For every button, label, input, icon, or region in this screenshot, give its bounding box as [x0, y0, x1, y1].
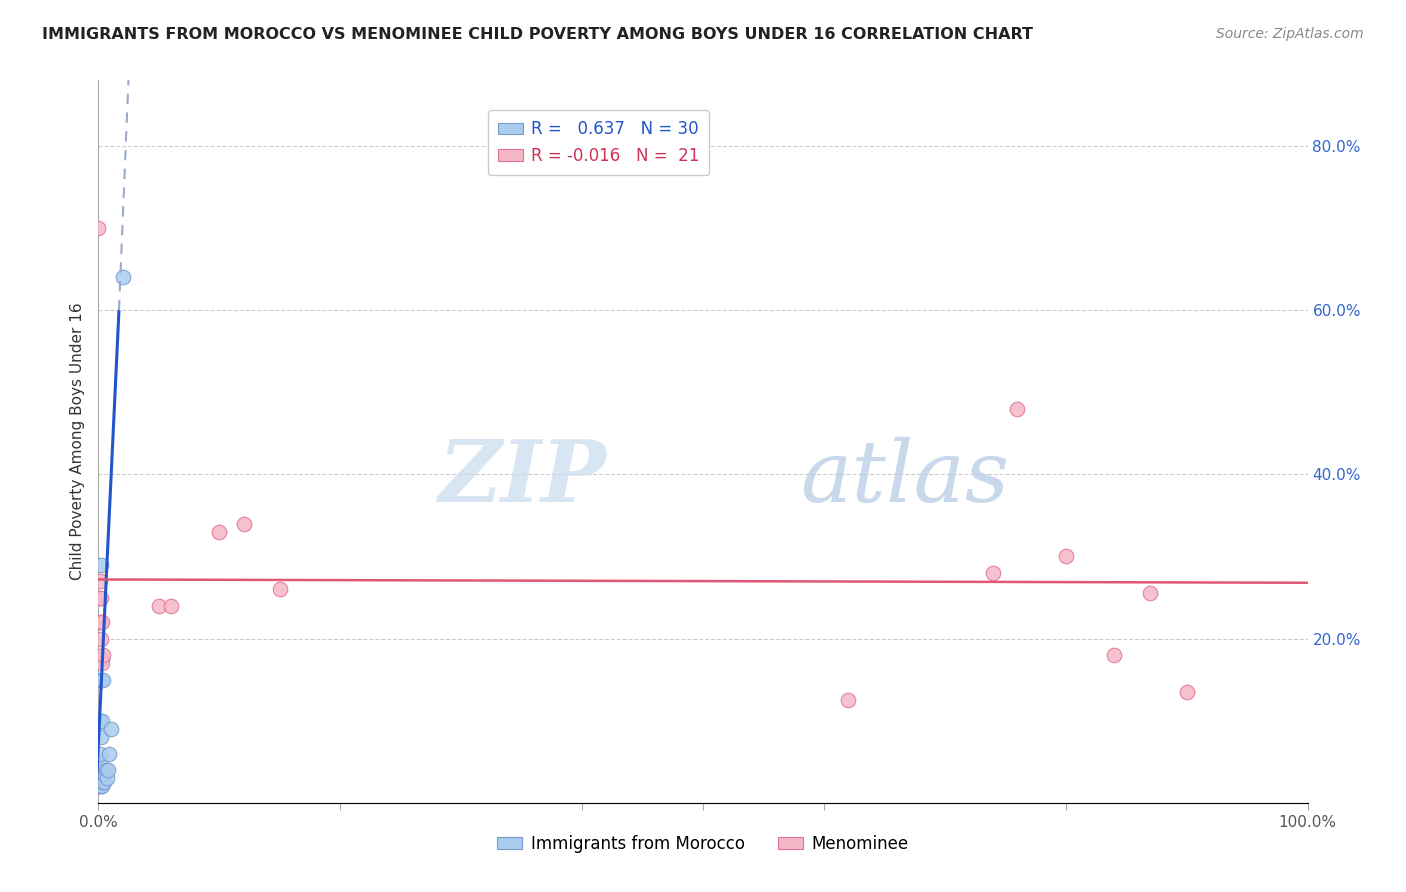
Text: IMMIGRANTS FROM MOROCCO VS MENOMINEE CHILD POVERTY AMONG BOYS UNDER 16 CORRELATI: IMMIGRANTS FROM MOROCCO VS MENOMINEE CHI…	[42, 27, 1033, 42]
Point	[91, 714, 114, 728]
Point	[90, 632, 112, 646]
Point	[90, 673, 112, 687]
Point	[1175, 685, 1198, 699]
Point	[91, 657, 114, 671]
Point	[96, 771, 118, 785]
Point	[90, 730, 112, 744]
Point	[1102, 648, 1125, 662]
Point	[97, 763, 120, 777]
Point	[91, 652, 114, 666]
Point	[91, 771, 114, 785]
Point	[89, 591, 111, 605]
Point	[89, 755, 111, 769]
Y-axis label: Child Poverty Among Boys Under 16: Child Poverty Among Boys Under 16	[69, 302, 84, 581]
Point	[89, 775, 111, 789]
Text: atlas: atlas	[800, 436, 1010, 519]
Text: Source: ZipAtlas.com: Source: ZipAtlas.com	[1216, 27, 1364, 41]
Point	[89, 615, 111, 630]
Point	[89, 763, 111, 777]
Point	[269, 582, 291, 597]
Point	[87, 221, 110, 235]
Point	[91, 780, 114, 794]
Point	[160, 599, 183, 613]
Point	[90, 778, 112, 792]
Point	[208, 524, 231, 539]
Point	[111, 270, 134, 285]
Point	[90, 558, 112, 572]
Point	[89, 574, 111, 588]
Point	[87, 775, 110, 789]
Point	[93, 775, 115, 789]
Point	[90, 780, 112, 794]
Point	[89, 747, 111, 761]
Point	[148, 599, 170, 613]
Point	[87, 780, 110, 794]
Point	[91, 775, 114, 789]
Point	[90, 591, 112, 605]
Point	[837, 693, 859, 707]
Point	[1139, 586, 1161, 600]
Legend: Immigrants from Morocco, Menominee: Immigrants from Morocco, Menominee	[491, 828, 915, 860]
Point	[93, 767, 115, 781]
Point	[98, 747, 121, 761]
Point	[232, 516, 254, 531]
Point	[1007, 401, 1029, 416]
Point	[91, 615, 114, 630]
Point	[91, 648, 114, 662]
Point	[90, 771, 112, 785]
Point	[100, 722, 122, 736]
Text: ZIP: ZIP	[439, 436, 606, 519]
Point	[94, 763, 117, 777]
Point	[981, 566, 1004, 580]
Point	[91, 673, 114, 687]
Point	[1054, 549, 1077, 564]
Point	[89, 780, 111, 794]
Point	[89, 714, 111, 728]
Point	[87, 771, 110, 785]
Point	[89, 767, 111, 781]
